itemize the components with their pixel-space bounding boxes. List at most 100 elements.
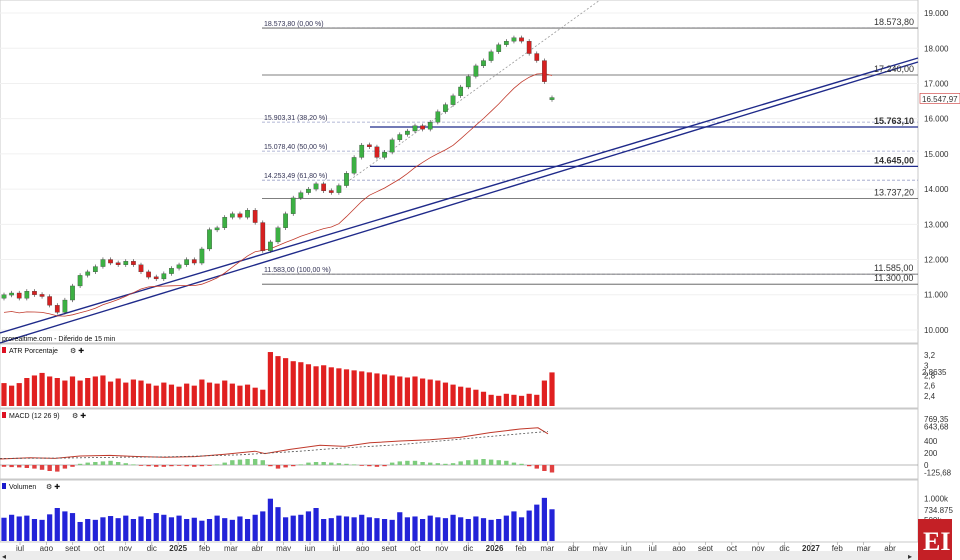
candle-body <box>229 213 235 218</box>
atr-bar <box>336 368 342 406</box>
atr-bar <box>214 383 220 406</box>
x-tick-label: mar <box>857 544 871 553</box>
volume-bar <box>389 519 395 541</box>
atr-y-tick: 3 <box>924 361 929 370</box>
macd-hist-bar <box>85 462 90 465</box>
candle-body <box>32 291 37 295</box>
level-label: 13.737,20 <box>874 187 914 197</box>
volume-bar <box>480 518 487 541</box>
candle-body <box>313 183 319 190</box>
macd-hist-bar <box>93 462 98 465</box>
candle-body <box>473 65 479 77</box>
atr-bars <box>1 352 555 406</box>
volume-bar <box>85 519 91 541</box>
volume-bar <box>458 517 464 541</box>
macd-hist-bar <box>526 465 532 467</box>
macd-hist-bar <box>70 465 75 467</box>
watermark-logo: EI <box>918 519 952 560</box>
macd-hist-bar <box>336 463 342 465</box>
macd-settings-icon[interactable]: ⚙ ✚ <box>72 412 86 420</box>
last-price-box: 16.547,97 <box>919 93 960 104</box>
fib-label: 15.903,31 (38,20 %) <box>264 115 327 122</box>
atr-bar <box>518 395 525 406</box>
candle-body <box>252 210 258 223</box>
macd-hist-bar <box>374 465 380 467</box>
macd-hist-bar <box>511 462 517 465</box>
macd-hist-bar <box>382 465 387 467</box>
macd-hist-bar <box>176 465 182 466</box>
volume-bar <box>237 516 243 541</box>
price-y-tick: 15.000 <box>924 150 949 159</box>
atr-bar <box>199 379 205 406</box>
macd-hist-bar <box>214 464 220 466</box>
volume-bar <box>321 519 327 541</box>
scroll-left-icon[interactable]: ◂ <box>2 552 6 560</box>
macd-hist-bar <box>77 463 83 465</box>
moving-average <box>3 73 553 317</box>
candle-body <box>169 268 174 274</box>
candle-body <box>321 183 327 192</box>
atr-bar <box>313 366 319 406</box>
fib-label: 14.253,49 (61,80 %) <box>264 173 327 180</box>
x-tick-label: may <box>276 544 291 553</box>
price-y-tick: 11.000 <box>924 291 948 300</box>
candle-body <box>290 197 296 214</box>
atr-bar <box>206 382 213 406</box>
atr-header: ATR Porcentaje ⚙ ✚ <box>2 347 84 355</box>
macd-hist-bar <box>237 459 243 465</box>
volume-bar <box>69 513 76 541</box>
level-label: 17.240,00 <box>874 64 914 74</box>
candle-body <box>306 188 311 193</box>
candle-body <box>481 60 486 67</box>
macd-hist-bar <box>9 465 14 468</box>
candle-body <box>519 37 524 42</box>
atr-bar <box>85 378 91 406</box>
x-tick-label: nov <box>752 544 765 553</box>
volume-bar <box>534 504 540 541</box>
candle-body <box>283 213 288 228</box>
atr-bar <box>176 386 182 406</box>
atr-bar <box>77 380 83 406</box>
candle-body <box>138 264 144 273</box>
candle-body <box>108 259 113 264</box>
atr-bar <box>389 375 395 406</box>
atr-settings-icon[interactable]: ⚙ ✚ <box>70 347 84 355</box>
macd-hist-bar <box>100 461 106 465</box>
price-y-ticks: 19.000 18.000 17.000 16.000 15.000 14.000 13.0… <box>924 9 949 335</box>
volume-bar <box>305 511 312 541</box>
volume-bar <box>298 514 304 541</box>
volume-bar <box>435 517 441 541</box>
atr-bar <box>412 376 418 406</box>
atr-bar <box>450 384 456 406</box>
macd-y-tick: 400 <box>924 437 938 446</box>
atr-bar <box>31 375 38 406</box>
volume-bar <box>549 509 555 541</box>
volume-settings-icon[interactable]: ⚙ ✚ <box>46 483 60 491</box>
scroll-right-icon[interactable]: ▸ <box>908 552 912 560</box>
macd-hist-bar <box>435 463 441 465</box>
scroll-controls: ◂ ▸ <box>0 551 918 560</box>
candle-body <box>366 144 372 148</box>
macd-hist-bar <box>268 465 273 467</box>
volume-bar <box>290 515 296 541</box>
atr-bar <box>47 376 53 406</box>
candle-body <box>443 104 448 112</box>
level-labels: 18.573,80 17.240,00 15.763,10 14.645,00 13.7… <box>874 17 914 283</box>
x-tick-label: may <box>592 544 607 553</box>
candle-body <box>100 259 106 267</box>
candle-body <box>39 294 45 297</box>
macd-hist-bar <box>306 462 311 465</box>
atr-bar <box>9 385 15 406</box>
volume-bar <box>313 508 319 541</box>
x-tick-label: dic <box>463 544 473 553</box>
macd-y-tick: 769,35 <box>924 415 949 424</box>
macd-hist-bar <box>473 459 479 465</box>
candle-body <box>260 222 266 251</box>
volume-bar <box>161 514 167 541</box>
volume-bar <box>107 516 114 541</box>
volume-bar <box>199 520 205 541</box>
macd-hist-bar <box>313 462 319 465</box>
scrollbar-track[interactable] <box>0 551 918 560</box>
volume-bar <box>381 519 388 541</box>
